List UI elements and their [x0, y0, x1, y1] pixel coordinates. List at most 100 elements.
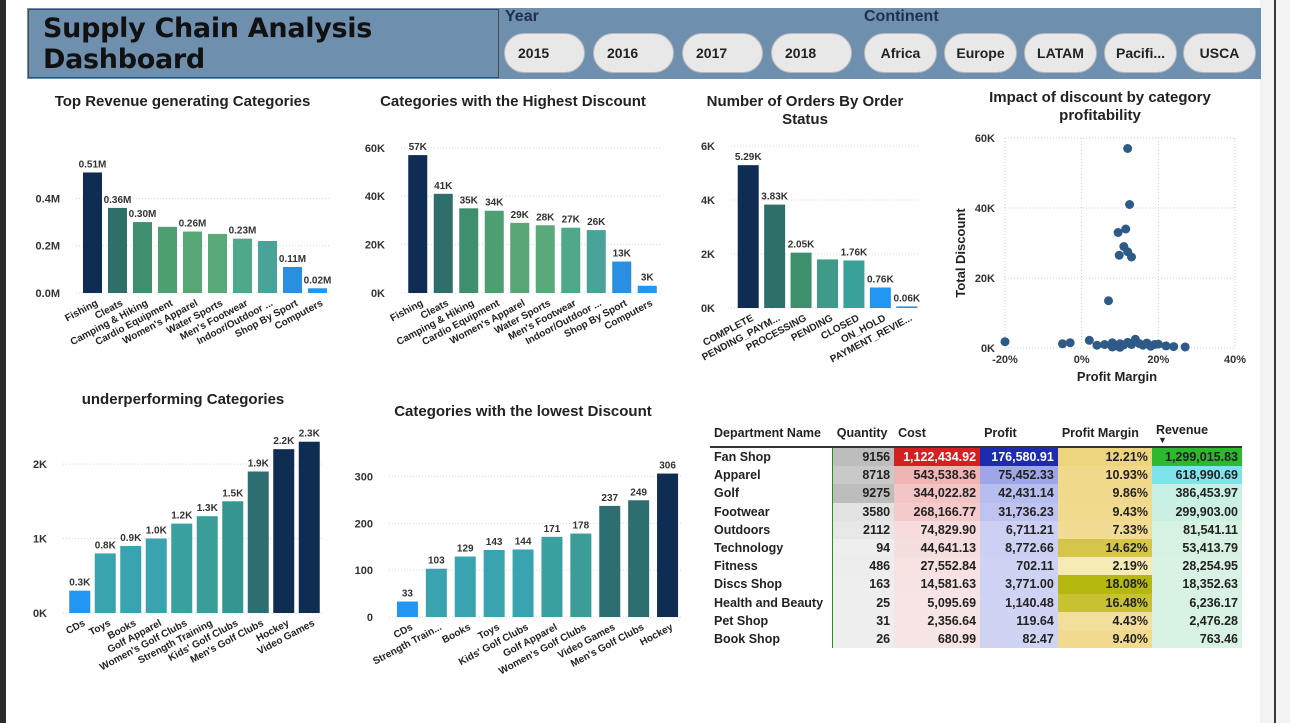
dashboard-title: Supply Chain Analysis Dashboard: [43, 12, 372, 75]
table-header-row: Department Name Quantity Cost Profit Pro…: [710, 420, 1242, 448]
year-pill-2018[interactable]: 2018: [771, 33, 852, 73]
col-header-department[interactable]: Department Name: [710, 420, 833, 448]
lowest-discount-title: Categories with the lowest Discount: [394, 403, 652, 420]
bar: [408, 155, 428, 293]
bar: [484, 210, 504, 293]
data-label: 3.83K: [761, 192, 788, 203]
cell-profit-margin: 9.43%: [1057, 502, 1152, 521]
table-row[interactable]: Fitness 486 27,552.84 702.11 2.19% 28,254.95: [710, 557, 1242, 576]
bar: [570, 533, 592, 617]
cell-department: Technology: [710, 538, 834, 558]
data-label: 26K: [587, 217, 606, 228]
data-label: 0.9K: [120, 533, 142, 544]
data-label: 144: [515, 537, 532, 548]
cell-quantity: 25: [832, 593, 895, 612]
data-label: 0.26M: [179, 219, 207, 230]
scatter-point: [1065, 338, 1075, 348]
bar: [541, 536, 563, 617]
scatter-point: [1100, 340, 1110, 349]
bar: [258, 241, 277, 293]
cell-profit-margin: 18.08%: [1057, 575, 1152, 594]
bar: [183, 231, 202, 293]
cell-revenue: 386,453.97: [1151, 484, 1242, 503]
frame-left-border: [0, 0, 6, 723]
bar: [108, 207, 127, 293]
data-label: 35K: [460, 195, 479, 206]
col-header-cost[interactable]: Cost: [894, 420, 981, 448]
col-header-revenue[interactable]: Revenue ▼: [1151, 420, 1242, 448]
cell-revenue: 18,352.63: [1151, 575, 1242, 594]
table-row[interactable]: Golf 9275 344,022.82 42,431.14 9.86% 386,453.…: [710, 484, 1242, 503]
table-row[interactable]: Fan Shop 9156 1,122,434.92 176,580.91 12.21%…: [710, 447, 1242, 467]
cell-revenue: 81,541.11: [1151, 520, 1242, 539]
continent-pill-africa[interactable]: Africa: [864, 33, 937, 73]
cell-department: Footwear: [710, 502, 834, 521]
data-label: 249: [630, 487, 647, 498]
cell-cost: 1,122,434.92: [894, 447, 981, 467]
cell-department: Pet Shop: [710, 611, 834, 630]
continent-pill-latam[interactable]: LATAM: [1024, 33, 1097, 73]
cell-profit-margin: 9.86%: [1057, 484, 1152, 503]
y-tick-label: 2K: [701, 249, 715, 261]
table-row[interactable]: Apparel 8718 543,538.36 75,452.33 10.93% 618,…: [710, 466, 1242, 485]
year-pill-2017[interactable]: 2017: [682, 33, 763, 73]
data-label: 33: [402, 589, 414, 600]
bar: [637, 285, 657, 293]
cell-cost: 344,022.82: [894, 484, 981, 503]
bar: [94, 553, 116, 613]
cell-quantity: 9275: [832, 484, 895, 503]
continent-pill-pacific[interactable]: Pacifi...: [1104, 33, 1177, 73]
table-row[interactable]: Pet Shop 31 2,356.64 119.64 4.43% 2,476.28: [710, 611, 1242, 630]
col-header-quantity[interactable]: Quantity: [832, 420, 895, 448]
bar: [790, 252, 812, 308]
y-tick-label: 0.0M: [36, 288, 60, 300]
data-label: 0.51M: [79, 159, 107, 170]
scatter-point: [1169, 342, 1179, 352]
cell-department: Book Shop: [710, 629, 834, 649]
cell-cost: 680.99: [894, 629, 981, 649]
table-row[interactable]: Outdoors 2112 74,829.90 6,711.21 7.33% 81,541…: [710, 520, 1242, 539]
cell-quantity: 9156: [832, 447, 895, 467]
underperforming-title: underperforming Categories: [81, 391, 285, 408]
cell-department: Fitness: [710, 557, 834, 576]
table-row[interactable]: Health and Beauty 25 5,095.69 1,140.48 16.48…: [710, 593, 1242, 612]
cell-revenue: 53,413.79: [1151, 538, 1242, 558]
year-pill-2016[interactable]: 2016: [593, 33, 674, 73]
bar: [561, 227, 581, 293]
continent-pill-europe[interactable]: Europe: [944, 33, 1017, 73]
discount-impact-title: Impact of discount by category profitabi…: [989, 89, 1211, 124]
col-header-profit-margin[interactable]: Profit Margin: [1057, 420, 1152, 448]
col-header-profit[interactable]: Profit: [980, 420, 1058, 448]
scatter-point: [1115, 342, 1125, 352]
data-label: 13K: [613, 249, 632, 260]
table-row[interactable]: Technology 94 44,641.13 8,772.66 14.62% 53,41…: [710, 538, 1242, 558]
cell-profit: 119.64: [980, 611, 1058, 630]
scatter-point: [1161, 341, 1171, 351]
table-row[interactable]: Book Shop 26 680.99 82.47 9.40% 763.46: [710, 629, 1242, 649]
data-label: 0.30M: [129, 209, 157, 220]
data-label: 1.5K: [222, 488, 244, 499]
continent-pill-usca[interactable]: USCA: [1183, 33, 1256, 73]
y-tick-label: 20K: [975, 273, 995, 285]
scatter-point: [1153, 339, 1163, 349]
table-row[interactable]: Discs Shop 163 14,581.63 3,771.00 18.08% 18,3…: [710, 575, 1242, 594]
cell-profit-margin: 2.19%: [1057, 557, 1152, 576]
data-label: 237: [601, 493, 618, 504]
data-label: 0.02M: [304, 275, 332, 286]
data-label: 0.8K: [95, 540, 117, 551]
data-label: 1.3K: [197, 503, 219, 514]
x-tick-label: 40%: [1224, 354, 1246, 366]
cell-cost: 14,581.63: [894, 575, 981, 594]
bar: [233, 238, 252, 293]
year-pill-2015[interactable]: 2015: [504, 33, 585, 73]
cell-revenue: 2,476.28: [1151, 611, 1242, 630]
scatter-point: [1125, 200, 1135, 209]
cell-quantity: 8718: [832, 466, 895, 485]
cell-cost: 5,095.69: [894, 593, 981, 612]
cell-profit-margin: 16.48%: [1057, 593, 1152, 612]
cell-revenue: 763.46: [1151, 629, 1242, 649]
table-row[interactable]: Footwear 3580 268,166.77 31,736.23 9.43% 299,…: [710, 502, 1242, 521]
cell-profit: 42,431.14: [980, 484, 1058, 503]
cell-profit-margin: 9.40%: [1057, 629, 1152, 649]
